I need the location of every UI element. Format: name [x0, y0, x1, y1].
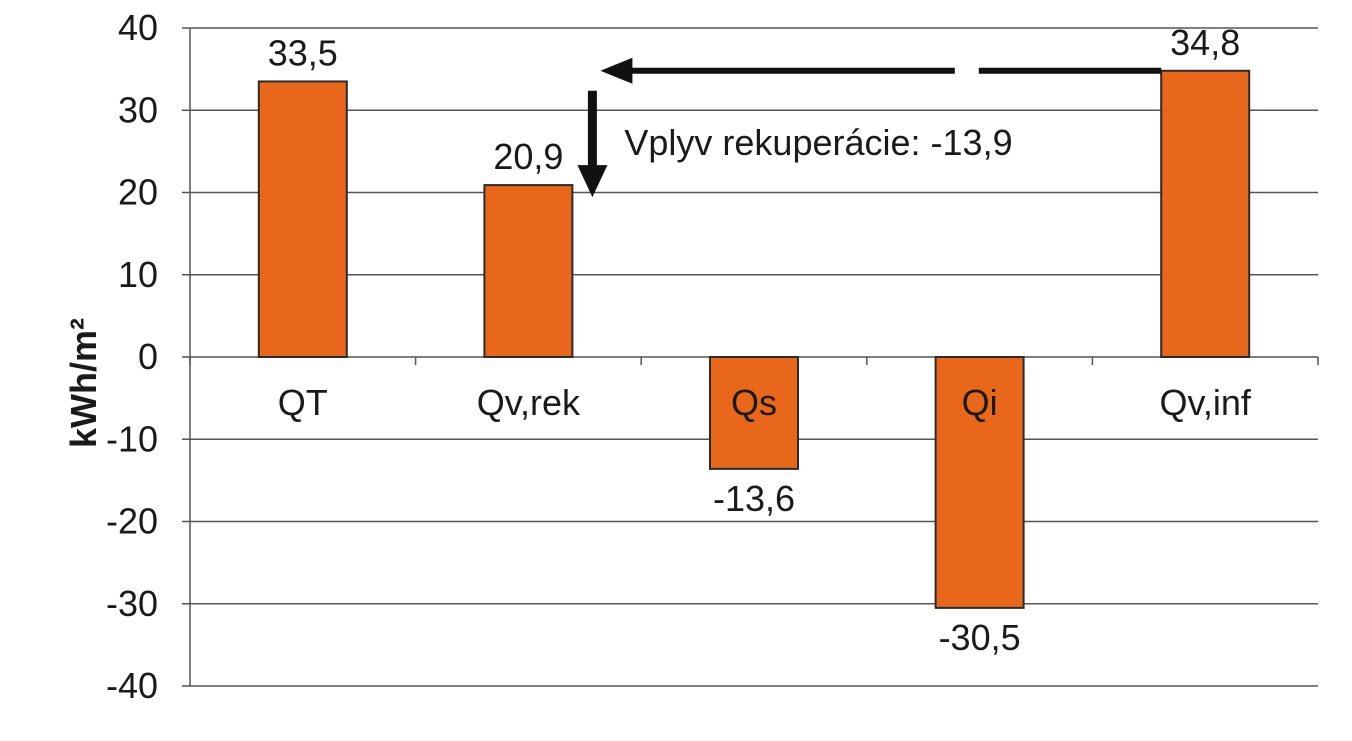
y-tick-label: -30: [106, 583, 158, 624]
category-label: Qv,rek: [477, 382, 581, 423]
data-label: 33,5: [268, 32, 338, 73]
data-label: 20,9: [493, 136, 563, 177]
y-tick-label: 20: [118, 172, 158, 213]
annotation-text: Vplyv rekuperácie: -13,9: [624, 122, 1012, 163]
y-axis-label: kWh/m²: [63, 318, 104, 448]
data-label: -30,5: [939, 617, 1021, 658]
category-label: QT: [278, 382, 328, 423]
bar-qv-inf: [1160, 69, 1251, 359]
annotation: Vplyv rekuperácie: -13,9: [577, 57, 1162, 198]
y-tick-label: 30: [118, 89, 158, 130]
bar-qs: [709, 356, 799, 470]
y-tick-label: -10: [106, 418, 158, 459]
y-tick-label: 40: [118, 7, 158, 48]
category-label: Qs: [731, 382, 777, 423]
category-label: Qv,inf: [1160, 382, 1252, 423]
y-tick-label: 10: [118, 254, 158, 295]
bar-qi: [934, 356, 1025, 609]
annotation-down-arrow-head: [577, 165, 608, 198]
data-labels: 33,5 20,9 -13,6 -30,5 34,8: [268, 22, 1240, 658]
annotation-arrow-head: [600, 57, 633, 84]
category-labels: QT Qv,rek Qs Qi Qv,inf: [278, 382, 1252, 423]
category-label: Qi: [962, 382, 998, 423]
y-tick-label: -40: [106, 665, 158, 706]
y-tick-label: 0: [138, 336, 158, 377]
data-label: 34,8: [1170, 22, 1240, 63]
bars: [257, 69, 1251, 609]
data-label: -13,6: [713, 478, 795, 519]
y-tick-label: -20: [106, 501, 158, 542]
bar-qt: [257, 80, 348, 359]
bar-qv-rek: [483, 184, 574, 358]
y-tick-labels: 40 30 20 10 0 -10 -20 -30 -40: [106, 7, 158, 706]
